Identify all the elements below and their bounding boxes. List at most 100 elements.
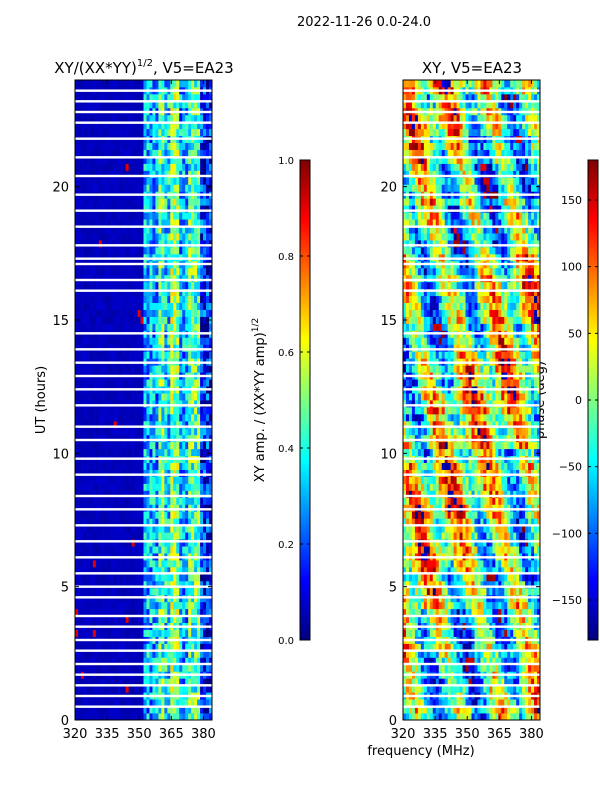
heatmap-cell (197, 441, 201, 450)
heatmap-cell (161, 587, 165, 596)
heatmap-cell (522, 650, 526, 658)
heatmap-cell (113, 302, 118, 310)
heatmap-cell (116, 615, 121, 624)
heatmap-cell (182, 518, 186, 526)
heatmap-cell (116, 518, 121, 526)
heatmap-cell (206, 587, 210, 596)
heatmap-cell (489, 657, 493, 665)
heatmap-cell (110, 233, 115, 241)
heatmap-cell (158, 267, 162, 276)
heatmap-cell (179, 128, 183, 137)
heatmap-cell (188, 420, 192, 429)
heatmap-cell (453, 643, 458, 651)
heatmap-cell (77, 685, 82, 693)
heatmap-cell (528, 643, 532, 651)
heatmap-cell (116, 699, 121, 707)
heatmap-cell (110, 434, 115, 443)
heatmap-cell (444, 678, 449, 686)
heatmap-cell (203, 156, 207, 164)
heatmap-cell (77, 629, 82, 637)
heatmap-cell (75, 351, 79, 359)
heatmap-cell (161, 219, 165, 227)
heatmap-cell (167, 114, 171, 123)
heatmap-cell (83, 288, 88, 297)
heatmap-cell (155, 427, 159, 436)
heatmap-cell (149, 240, 153, 248)
heatmap-cell (146, 643, 150, 651)
heatmap-cell (122, 525, 127, 533)
heatmap-cell (468, 657, 472, 665)
heatmap-cell (519, 685, 523, 693)
heatmap-cell (137, 448, 141, 457)
heatmap-cell (98, 587, 103, 596)
heatmap-cell (98, 601, 103, 610)
heatmap-cell (188, 212, 192, 220)
flagged-row (75, 596, 212, 599)
heatmap-cell (182, 587, 186, 596)
heatmap-cell (75, 413, 79, 422)
heatmap-cell (465, 650, 469, 658)
heatmap-cell (468, 643, 472, 651)
heatmap-cell (423, 713, 428, 721)
heatmap-cell (128, 448, 132, 457)
heatmap-cell (185, 664, 189, 672)
heatmap-cell (176, 365, 180, 373)
heatmap-cell (200, 476, 204, 484)
heatmap-cell (75, 427, 79, 436)
heatmap-cell (89, 580, 94, 589)
heatmap-cell (465, 629, 469, 637)
heatmap-cell (116, 316, 121, 324)
heatmap-cell (98, 406, 103, 415)
heatmap-cell (182, 615, 186, 624)
heatmap-cell (89, 573, 94, 582)
heatmap-cell (197, 379, 201, 387)
heatmap-cell (468, 713, 472, 721)
heatmap-cell (101, 504, 106, 512)
heatmap-cell (200, 337, 204, 345)
heatmap-cell (191, 434, 195, 443)
heatmap-cell (516, 629, 520, 637)
heatmap-cell (137, 121, 141, 130)
heatmap-cell (86, 629, 91, 637)
heatmap-cell (182, 344, 186, 352)
heatmap-cell (86, 462, 91, 470)
heatmap-cell (137, 643, 141, 651)
heatmap-cell (134, 177, 138, 185)
heatmap-cell (149, 121, 153, 130)
heatmap-cell (77, 80, 82, 88)
heatmap-cell (143, 706, 147, 714)
heatmap-cell (137, 344, 141, 352)
heatmap-cell (423, 699, 428, 707)
heatmap-cell (152, 406, 156, 415)
heatmap-cell (155, 274, 159, 283)
heatmap-cell (101, 128, 106, 137)
heatmap-cell (417, 650, 422, 658)
flagged-row (75, 625, 212, 628)
heatmap-cell (200, 212, 204, 220)
flagged-row (75, 244, 212, 247)
heatmap-cell (119, 288, 124, 297)
heatmap-cell (200, 511, 204, 519)
heatmap-cell (164, 184, 168, 192)
heatmap-cell (403, 657, 407, 665)
heatmap-cell (203, 406, 207, 415)
heatmap-cell (92, 406, 97, 415)
heatmap-cell (179, 184, 183, 192)
heatmap-cell (167, 316, 171, 324)
heatmap-cell (200, 295, 204, 304)
heatmap-cell (140, 233, 144, 241)
heatmap-cell (161, 281, 165, 290)
heatmap-cell (128, 490, 132, 498)
heatmap-cell (528, 664, 532, 672)
heatmap-cell (170, 393, 174, 401)
heatmap-cell (179, 337, 183, 345)
heatmap-cell (176, 406, 180, 415)
heatmap-cell (107, 469, 112, 477)
heatmap-cell (75, 149, 79, 157)
heatmap-cell (450, 713, 455, 721)
heatmap-cell (405, 643, 410, 651)
heatmap-cell (152, 80, 156, 88)
heatmap-cell (182, 142, 186, 150)
heatmap-cell (209, 462, 213, 470)
heatmap-cell (122, 121, 127, 130)
